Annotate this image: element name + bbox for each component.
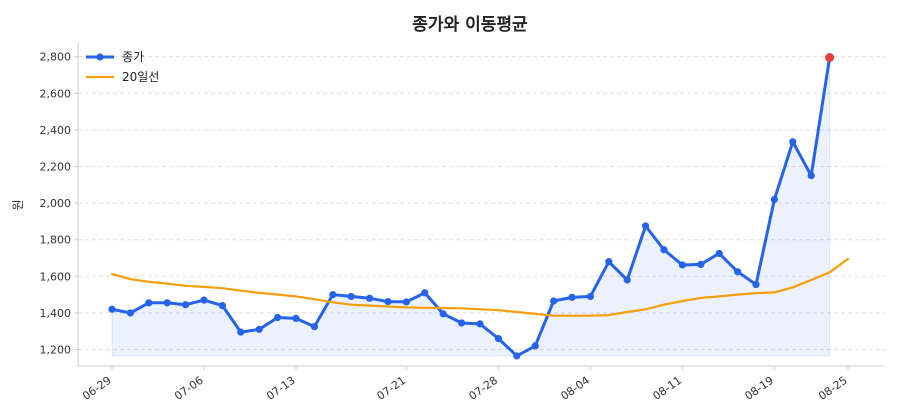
x-tick-label: 08-19	[742, 374, 776, 403]
close-price-point	[439, 310, 447, 318]
close-price-point	[752, 280, 760, 289]
y-tick-label: 1,800	[40, 234, 72, 247]
x-tick-label: 06-29	[80, 374, 114, 403]
x-tick-label: 07-21	[374, 374, 408, 403]
close-price-point	[255, 325, 263, 333]
close-price-point	[605, 258, 613, 266]
close-price-line	[110, 56, 832, 358]
y-tick-label: 1,200	[40, 344, 72, 357]
x-tick-label: 07-13	[264, 374, 298, 403]
close-price-point	[715, 249, 723, 258]
series-layer	[108, 53, 850, 360]
legend: 종가 20일선	[86, 50, 159, 84]
close-price-point	[697, 260, 705, 269]
legend-marker	[96, 53, 104, 61]
close-price-point	[366, 294, 374, 302]
close-price-point	[494, 334, 502, 343]
close-price-point	[660, 246, 668, 254]
x-tick-label: 07-28	[466, 374, 500, 403]
close-price-point	[126, 309, 134, 317]
close-price-point	[586, 292, 595, 301]
last-price-point	[825, 53, 835, 63]
grid-lines	[78, 56, 885, 351]
close-price-point	[145, 299, 153, 307]
close-price-point	[678, 261, 687, 269]
x-tick-label: 08-11	[650, 374, 684, 403]
close-price-point	[310, 323, 318, 331]
close-price-point	[218, 301, 226, 310]
ma20-line	[110, 257, 850, 317]
y-axis-label: 원	[11, 199, 25, 210]
close-price-point	[108, 305, 116, 313]
close-price-point	[384, 297, 392, 306]
close-price-point	[292, 314, 300, 323]
close-price-point	[789, 138, 797, 146]
y-tick-label: 2,400	[40, 124, 72, 137]
close-price-point	[734, 268, 742, 276]
close-price-point	[182, 301, 190, 309]
x-tick-label: 08-25	[816, 374, 850, 403]
close-price-point	[568, 293, 576, 301]
y-tick-label: 2,600	[40, 87, 72, 100]
close-price-point	[421, 289, 429, 297]
close-price-point	[458, 319, 466, 327]
close-price-point	[550, 297, 558, 305]
close-price-point	[237, 328, 245, 336]
legend-label: 종가	[122, 50, 144, 64]
close-price-point	[274, 313, 282, 322]
close-price-point	[807, 172, 815, 180]
close-price-point	[770, 195, 779, 204]
close-price-point	[513, 352, 521, 360]
legend-label: 20일선	[122, 70, 159, 84]
y-tick-label: 2,800	[40, 51, 72, 64]
x-tick-label: 07-06	[172, 374, 206, 403]
y-tick-label: 2,000	[40, 197, 72, 210]
close-price-point	[531, 342, 539, 350]
close-price-point	[642, 222, 650, 230]
y-tick-label: 2,200	[40, 160, 72, 173]
chart-title: 종가와 이동평균	[412, 15, 528, 35]
close-price-point	[163, 299, 171, 307]
close-price-point	[476, 320, 484, 328]
close-price-point	[623, 276, 631, 284]
y-tick-label: 1,400	[40, 307, 72, 320]
y-tick-label: 1,600	[40, 270, 72, 283]
x-tick-label: 08-04	[558, 374, 592, 403]
close-price-point	[402, 298, 410, 306]
close-price-point	[347, 292, 355, 301]
series-area-fill	[111, 57, 831, 357]
close-price-point	[329, 291, 337, 299]
area-fill-layer	[111, 57, 831, 357]
close-price-point	[200, 296, 208, 304]
